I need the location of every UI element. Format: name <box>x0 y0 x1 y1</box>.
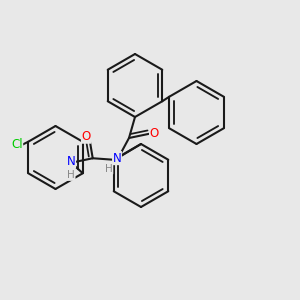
Text: Cl: Cl <box>11 138 22 151</box>
Text: O: O <box>150 127 159 140</box>
Text: H: H <box>105 164 113 174</box>
Text: N: N <box>67 155 76 168</box>
Text: H: H <box>67 170 75 180</box>
Text: O: O <box>82 130 91 143</box>
Text: N: N <box>112 152 122 165</box>
